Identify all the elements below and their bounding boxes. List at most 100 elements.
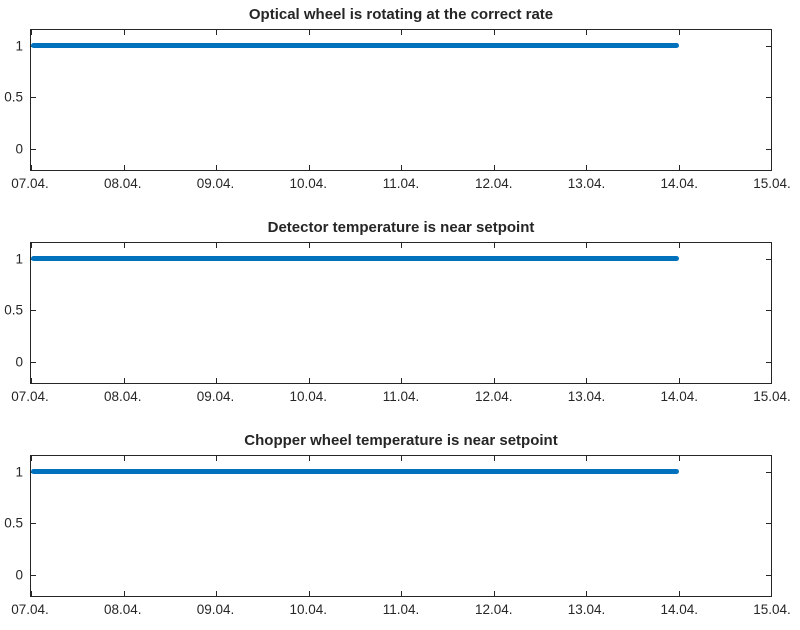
status-line	[31, 469, 679, 475]
x-axis-tick-labels: 07.04. 08.04. 09.04. 10.04. 11.04. 12.04. 13.0…	[11, 384, 791, 406]
x-tick-mark	[586, 165, 587, 170]
x-tick-mark	[123, 30, 125, 35]
x-tick-mark	[308, 243, 310, 248]
x-tick-mark	[771, 378, 772, 383]
y-tick-mark	[766, 310, 771, 312]
x-tick-mark	[678, 378, 680, 383]
y-tick-mark	[766, 471, 771, 473]
y-tick-mark	[766, 258, 771, 260]
x-tick-label: 08.04.	[103, 602, 142, 617]
x-tick-label: 13.04.	[567, 602, 606, 617]
x-tick-label: 11.04.	[382, 176, 420, 191]
x-tick-mark	[31, 30, 32, 35]
x-tick-mark	[123, 243, 125, 248]
x-tick-mark	[678, 456, 680, 461]
x-tick-mark	[771, 243, 772, 248]
x-tick-mark	[308, 456, 310, 461]
x-tick-mark	[123, 378, 125, 383]
x-tick-label: 07.04.	[11, 389, 49, 404]
subplot-chopper-wheel-temperature: Chopper wheel temperature is near setpoi…	[0, 430, 800, 630]
x-tick-mark	[31, 165, 32, 170]
x-tick-label: 08.04.	[103, 176, 142, 191]
x-tick-label: 14.04.	[660, 389, 699, 404]
x-tick-mark	[493, 243, 495, 248]
x-tick-label: 14.04.	[660, 176, 699, 191]
x-tick-mark	[216, 378, 217, 383]
x-tick-label: 07.04.	[11, 176, 49, 191]
x-tick-label: 12.04.	[474, 602, 513, 617]
x-tick-mark	[31, 591, 32, 596]
x-axis-tick-labels: 07.04. 08.04. 09.04. 10.04. 11.04. 12.04. 13.0…	[11, 171, 791, 193]
x-tick-mark	[216, 243, 217, 248]
x-tick-label: 14.04.	[660, 602, 699, 617]
x-tick-mark	[308, 591, 310, 596]
y-tick-label: 1	[15, 38, 23, 54]
x-tick-mark	[123, 456, 125, 461]
x-tick-mark	[401, 591, 402, 596]
x-tick-mark	[771, 591, 772, 596]
x-tick-mark	[586, 456, 587, 461]
x-tick-label: 11.04.	[382, 389, 420, 404]
x-tick-mark	[308, 165, 310, 170]
y-tick-label: 0.5	[4, 302, 23, 318]
x-tick-mark	[493, 165, 495, 170]
x-tick-mark	[586, 591, 587, 596]
x-tick-label: 10.04.	[289, 602, 328, 617]
x-tick-mark	[401, 456, 402, 461]
x-tick-label: 13.04.	[567, 389, 606, 404]
x-tick-label: 11.04.	[382, 602, 420, 617]
x-tick-mark	[678, 591, 680, 596]
x-tick-mark	[308, 378, 310, 383]
x-tick-mark	[493, 378, 495, 383]
status-line	[31, 43, 679, 49]
x-tick-label: 15.04.	[753, 602, 791, 617]
x-tick-mark	[123, 591, 125, 596]
y-tick-mark	[766, 45, 771, 47]
x-tick-label: 09.04.	[196, 602, 235, 617]
x-tick-mark	[216, 165, 217, 170]
x-tick-mark	[678, 243, 680, 248]
y-tick-label: 1	[15, 464, 23, 480]
y-tick-mark	[766, 362, 771, 364]
x-tick-mark	[31, 378, 32, 383]
x-tick-mark	[308, 30, 310, 35]
x-tick-mark	[586, 378, 587, 383]
x-tick-mark	[586, 243, 587, 248]
x-tick-label: 12.04.	[474, 176, 513, 191]
y-tick-mark	[766, 523, 771, 525]
y-tick-mark	[31, 362, 36, 364]
y-tick-mark	[766, 575, 771, 577]
x-tick-mark	[123, 165, 125, 170]
x-axis-tick-labels: 07.04. 08.04. 09.04. 10.04. 11.04. 12.04. 13.0…	[11, 597, 791, 619]
plot-area: 0 0.5 1	[4, 29, 772, 171]
chart-title: Optical wheel is rotating at the correct…	[248, 6, 554, 23]
y-tick-label: 0	[15, 354, 23, 370]
x-tick-mark	[401, 165, 402, 170]
x-tick-mark	[216, 591, 217, 596]
x-tick-label: 07.04.	[11, 602, 49, 617]
x-tick-mark	[493, 456, 495, 461]
x-tick-mark	[31, 243, 32, 248]
x-tick-label: 10.04.	[289, 389, 328, 404]
plot-area: 0 0.5 1	[4, 242, 772, 384]
y-tick-mark	[31, 575, 36, 577]
y-tick-mark	[31, 149, 36, 151]
x-tick-label: 10.04.	[289, 176, 328, 191]
y-tick-label: 0	[15, 141, 23, 157]
x-tick-mark	[401, 378, 402, 383]
x-tick-label: 13.04.	[567, 176, 606, 191]
x-tick-mark	[586, 30, 587, 35]
x-tick-label: 15.04.	[753, 389, 791, 404]
x-tick-mark	[771, 30, 772, 35]
plot-area: 0 0.5 1	[4, 455, 772, 597]
x-tick-label: 09.04.	[196, 176, 235, 191]
y-tick-label: 1	[15, 251, 23, 267]
y-tick-mark	[31, 310, 36, 312]
y-tick-mark	[766, 97, 771, 99]
y-tick-mark	[31, 523, 36, 525]
y-tick-mark	[766, 149, 771, 151]
y-tick-label: 0.5	[4, 515, 23, 531]
x-tick-mark	[678, 30, 680, 35]
x-tick-mark	[771, 456, 772, 461]
